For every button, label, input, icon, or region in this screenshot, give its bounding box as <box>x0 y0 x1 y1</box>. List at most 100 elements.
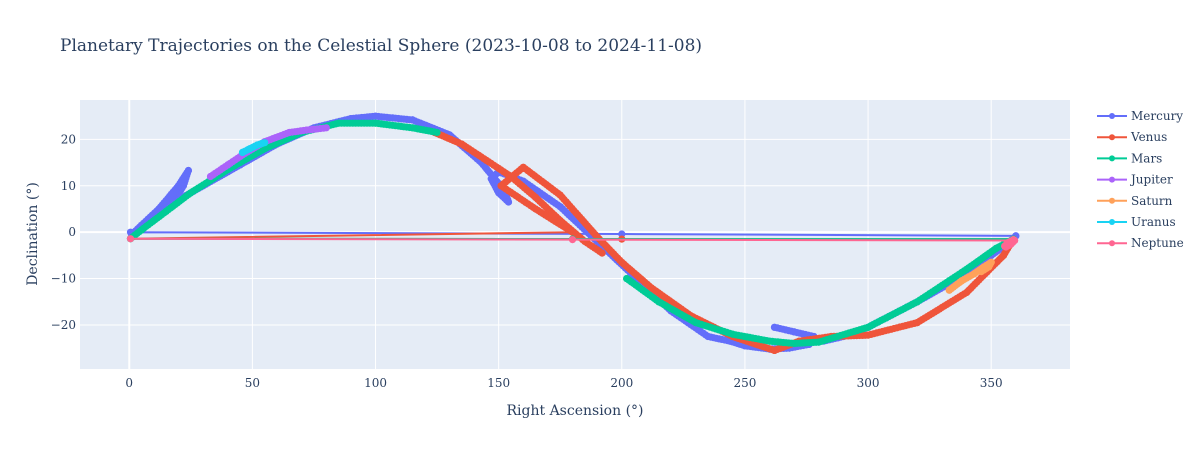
data-point-mars <box>766 337 774 345</box>
data-point-mercury <box>495 189 503 197</box>
data-point-venus <box>497 182 505 190</box>
data-point-mars <box>790 339 798 348</box>
data-point-uranus <box>238 148 247 156</box>
data-point-mercury <box>408 116 417 124</box>
x-tick-label: 100 <box>364 376 387 390</box>
legend-item-mars[interactable]: Mars <box>1097 151 1162 165</box>
data-point-mercury <box>704 332 712 341</box>
data-point-venus <box>864 331 872 339</box>
data-point-mercury <box>556 203 564 211</box>
data-point-venus <box>556 191 564 199</box>
data-point-mars <box>815 338 823 346</box>
data-point-mercury <box>618 230 626 238</box>
data-point-venus <box>770 346 779 354</box>
legend[interactable]: Mercury Venus Mars Jupiter Saturn Uranus Neptu… <box>1097 109 1184 250</box>
data-point-mercury <box>184 166 192 175</box>
data-point-venus <box>532 193 540 201</box>
data-point-mercury <box>174 182 183 190</box>
data-point-mars <box>913 298 921 306</box>
data-point-mars <box>864 323 872 331</box>
legend-swatch-marker <box>1109 197 1115 204</box>
legend-label: Saturn <box>1131 194 1173 208</box>
data-point-neptune <box>1009 236 1018 244</box>
data-point-mercury <box>504 198 513 206</box>
tick-layer: 0 50 100 150 200 250 300 350 −20 −10 0 10 20 <box>51 132 1003 390</box>
data-point-venus <box>647 284 655 292</box>
legend-swatch-marker <box>1109 113 1115 119</box>
legend-label: Uranus <box>1131 215 1176 229</box>
legend-label: Venus <box>1130 130 1167 144</box>
legend-swatch-marker <box>1109 219 1115 225</box>
legend-item-saturn[interactable]: Saturn <box>1097 194 1173 208</box>
data-point-venus <box>963 288 971 297</box>
data-point-venus <box>618 258 626 266</box>
data-point-venus <box>598 249 606 257</box>
x-tick-label: 300 <box>857 376 880 390</box>
chart-title: Planetary Trajectories on the Celestial … <box>60 36 702 56</box>
data-point-mars <box>992 244 1000 252</box>
data-point-mercury <box>790 328 798 336</box>
data-point-neptune <box>568 236 577 244</box>
x-tick-label: 250 <box>733 376 756 390</box>
data-point-mercury <box>770 323 779 331</box>
data-point-mars <box>371 119 380 127</box>
data-point-saturn <box>985 263 993 271</box>
legend-swatch-marker <box>1109 155 1115 162</box>
data-point-venus <box>999 251 1008 259</box>
x-tick-label: 50 <box>245 376 260 390</box>
legend-label: Mercury <box>1131 109 1183 123</box>
legend-label: Jupiter <box>1129 173 1173 187</box>
y-tick-label: 20 <box>61 132 76 146</box>
x-axis-title: Right Ascension (°) <box>507 403 644 419</box>
data-point-jupiter <box>285 128 293 137</box>
data-point-mars <box>408 124 417 132</box>
data-point-saturn <box>977 268 985 276</box>
data-point-mercury <box>371 112 380 120</box>
legend-swatch-marker <box>1109 134 1115 141</box>
data-point-mars <box>138 226 146 234</box>
y-tick-label: −10 <box>51 272 76 286</box>
y-tick-label: −20 <box>51 318 76 332</box>
data-point-mars <box>729 330 737 338</box>
data-point-mars <box>655 298 663 306</box>
data-point-jupiter <box>224 161 232 169</box>
data-point-venus <box>519 163 527 171</box>
legend-swatch-marker <box>1109 176 1115 183</box>
y-tick-label: 0 <box>68 225 76 239</box>
data-point-mars <box>433 128 441 137</box>
data-point-uranus <box>246 145 254 153</box>
series-mars <box>126 119 1018 348</box>
legend-item-venus[interactable]: Venus <box>1097 130 1167 144</box>
data-point-saturn <box>958 277 966 285</box>
data-point-venus <box>532 205 540 213</box>
legend-label: Mars <box>1131 151 1162 165</box>
x-tick-label: 200 <box>610 376 633 390</box>
series-uranus <box>238 139 269 156</box>
data-point-saturn <box>945 286 953 294</box>
legend-item-uranus[interactable]: Uranus <box>1097 215 1176 229</box>
x-tick-label: 150 <box>487 376 510 390</box>
x-tick-label: 350 <box>980 376 1003 390</box>
data-point-mercury <box>155 205 163 213</box>
data-point-uranus <box>261 139 269 147</box>
data-point-mars <box>692 319 700 327</box>
legend-item-mercury[interactable]: Mercury <box>1097 109 1183 123</box>
legend-item-neptune[interactable]: Neptune <box>1097 236 1184 250</box>
data-point-venus <box>507 172 515 181</box>
y-tick-label: 10 <box>61 179 76 193</box>
data-point-saturn <box>970 270 978 278</box>
data-point-mars <box>162 207 170 215</box>
data-point-jupiter <box>303 126 311 134</box>
data-point-jupiter <box>322 124 330 132</box>
data-point-venus <box>913 319 921 327</box>
data-point-venus <box>458 140 466 148</box>
data-point-venus <box>556 217 564 225</box>
data-point-mars <box>187 189 195 197</box>
legend-item-jupiter[interactable]: Jupiter <box>1097 173 1173 187</box>
legend-label: Neptune <box>1131 236 1184 250</box>
data-point-mars <box>335 119 343 127</box>
data-point-mars <box>623 275 631 283</box>
data-point-uranus <box>253 141 261 149</box>
